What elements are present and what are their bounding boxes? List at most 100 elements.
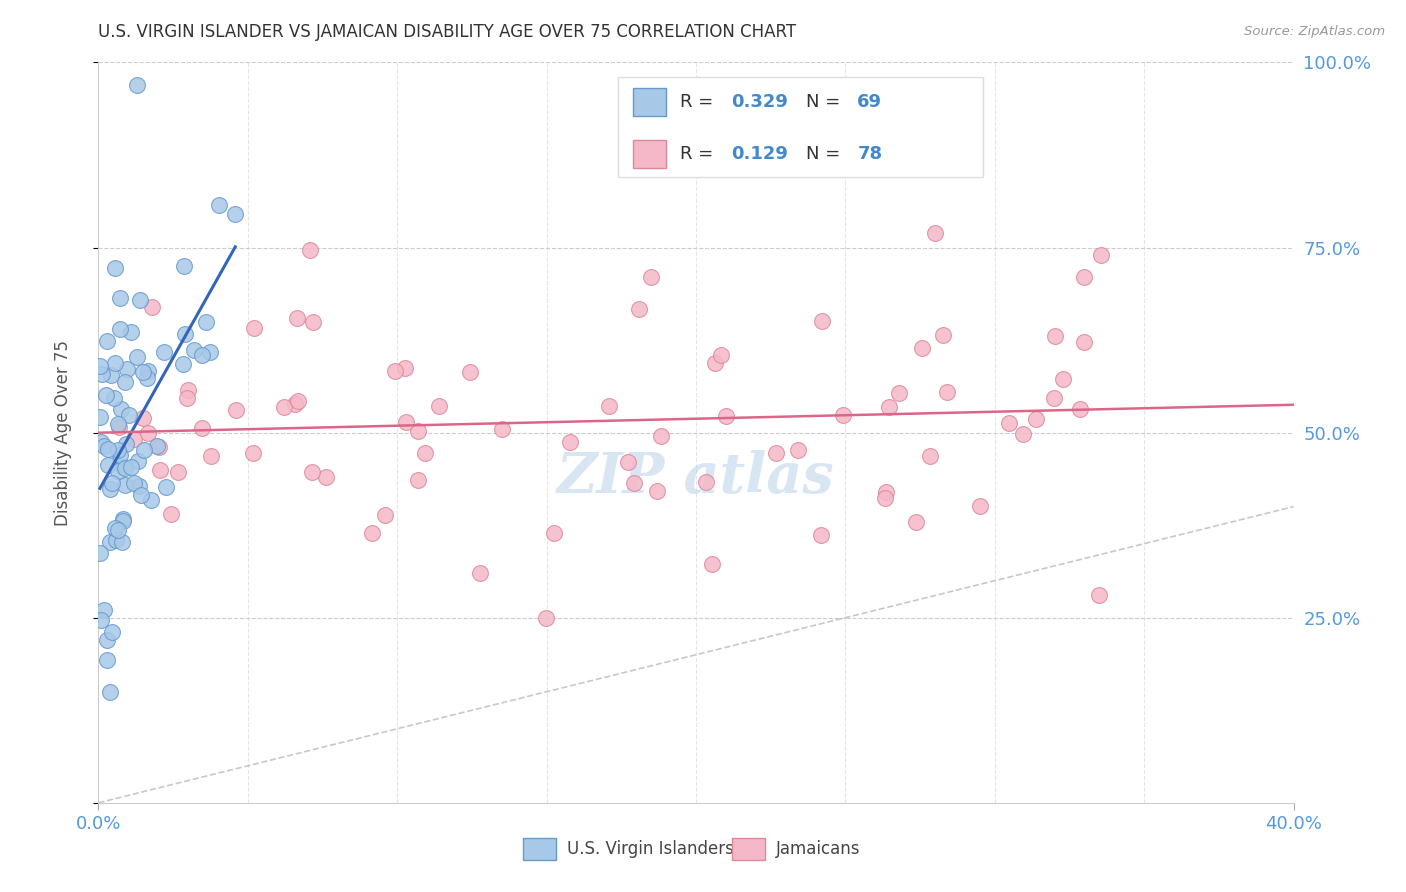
Point — [700, 557, 723, 571]
FancyBboxPatch shape — [633, 140, 666, 169]
Point — [112, 514, 135, 528]
Point — [285, 310, 308, 325]
Point — [96, 653, 118, 667]
Point — [114, 375, 136, 389]
Point — [905, 515, 928, 529]
Point — [302, 315, 325, 329]
Text: 78: 78 — [858, 145, 883, 163]
FancyBboxPatch shape — [733, 838, 765, 860]
Point — [714, 409, 737, 424]
Point — [932, 327, 955, 342]
Point — [1025, 411, 1047, 425]
Point — [98, 482, 121, 496]
Point — [124, 475, 146, 490]
Point — [394, 361, 416, 376]
Point — [491, 422, 513, 436]
Point — [89, 546, 111, 560]
Point — [1043, 329, 1066, 343]
Point — [1090, 248, 1112, 262]
Point — [543, 526, 565, 541]
Point — [111, 460, 134, 475]
Point — [177, 383, 200, 397]
Text: 0.129: 0.129 — [731, 145, 787, 163]
Point — [94, 388, 117, 402]
Point — [89, 359, 111, 373]
Point — [127, 454, 149, 468]
Point — [183, 343, 205, 358]
Point — [115, 437, 138, 451]
Text: U.S. VIRGIN ISLANDER VS JAMAICAN DISABILITY AGE OVER 75 CORRELATION CHART: U.S. VIRGIN ISLANDER VS JAMAICAN DISABIL… — [98, 23, 797, 41]
Point — [160, 507, 183, 521]
Point — [110, 448, 132, 462]
Point — [136, 425, 159, 440]
Point — [93, 603, 115, 617]
Point — [114, 478, 136, 492]
Point — [627, 302, 650, 317]
Text: U.S. Virgin Islanders: U.S. Virgin Islanders — [567, 839, 734, 858]
Text: 69: 69 — [858, 94, 883, 112]
Point — [104, 356, 127, 370]
Point — [875, 485, 897, 500]
Point — [125, 351, 148, 365]
Point — [384, 364, 406, 378]
Point — [224, 207, 246, 221]
Point — [93, 439, 115, 453]
Point — [287, 393, 309, 408]
Point — [118, 409, 141, 423]
Point — [427, 399, 450, 413]
Point — [1088, 589, 1111, 603]
Point — [90, 367, 112, 381]
Text: R =: R = — [681, 94, 720, 112]
Point — [127, 78, 149, 92]
Point — [90, 613, 112, 627]
Text: R =: R = — [681, 145, 720, 163]
Point — [273, 400, 295, 414]
Point — [98, 534, 121, 549]
Point — [645, 483, 668, 498]
Point — [640, 270, 662, 285]
Point — [132, 410, 155, 425]
Point — [114, 460, 136, 475]
Point — [167, 465, 190, 479]
Point — [315, 470, 337, 484]
Point — [98, 685, 122, 699]
Point — [103, 391, 125, 405]
Point — [132, 443, 155, 458]
Point — [374, 508, 396, 522]
Point — [97, 442, 120, 456]
Point — [460, 365, 482, 379]
Point — [284, 397, 307, 411]
Point — [1012, 427, 1035, 442]
Point — [301, 465, 323, 479]
Point — [112, 512, 135, 526]
Point — [415, 446, 437, 460]
Point — [298, 243, 321, 257]
Point — [141, 300, 163, 314]
Point — [107, 417, 129, 432]
Text: Source: ZipAtlas.com: Source: ZipAtlas.com — [1244, 25, 1385, 38]
Point — [101, 625, 124, 640]
Point — [108, 419, 131, 434]
Point — [598, 399, 620, 413]
Point — [911, 341, 934, 355]
Point — [104, 261, 127, 276]
Text: 0.329: 0.329 — [731, 94, 787, 112]
Point — [695, 475, 717, 490]
Point — [207, 198, 229, 212]
Point — [877, 400, 900, 414]
Point — [146, 439, 169, 453]
Point — [149, 463, 172, 477]
Point — [97, 458, 120, 473]
Point — [104, 533, 127, 547]
Point — [198, 345, 221, 359]
Point — [96, 334, 118, 349]
Point — [120, 325, 142, 339]
Point — [1042, 391, 1064, 405]
Point — [111, 534, 134, 549]
Point — [623, 476, 645, 491]
Point — [811, 314, 834, 328]
Point — [225, 403, 247, 417]
Point — [107, 523, 129, 537]
Point — [1073, 335, 1095, 350]
Text: N =: N = — [806, 145, 846, 163]
